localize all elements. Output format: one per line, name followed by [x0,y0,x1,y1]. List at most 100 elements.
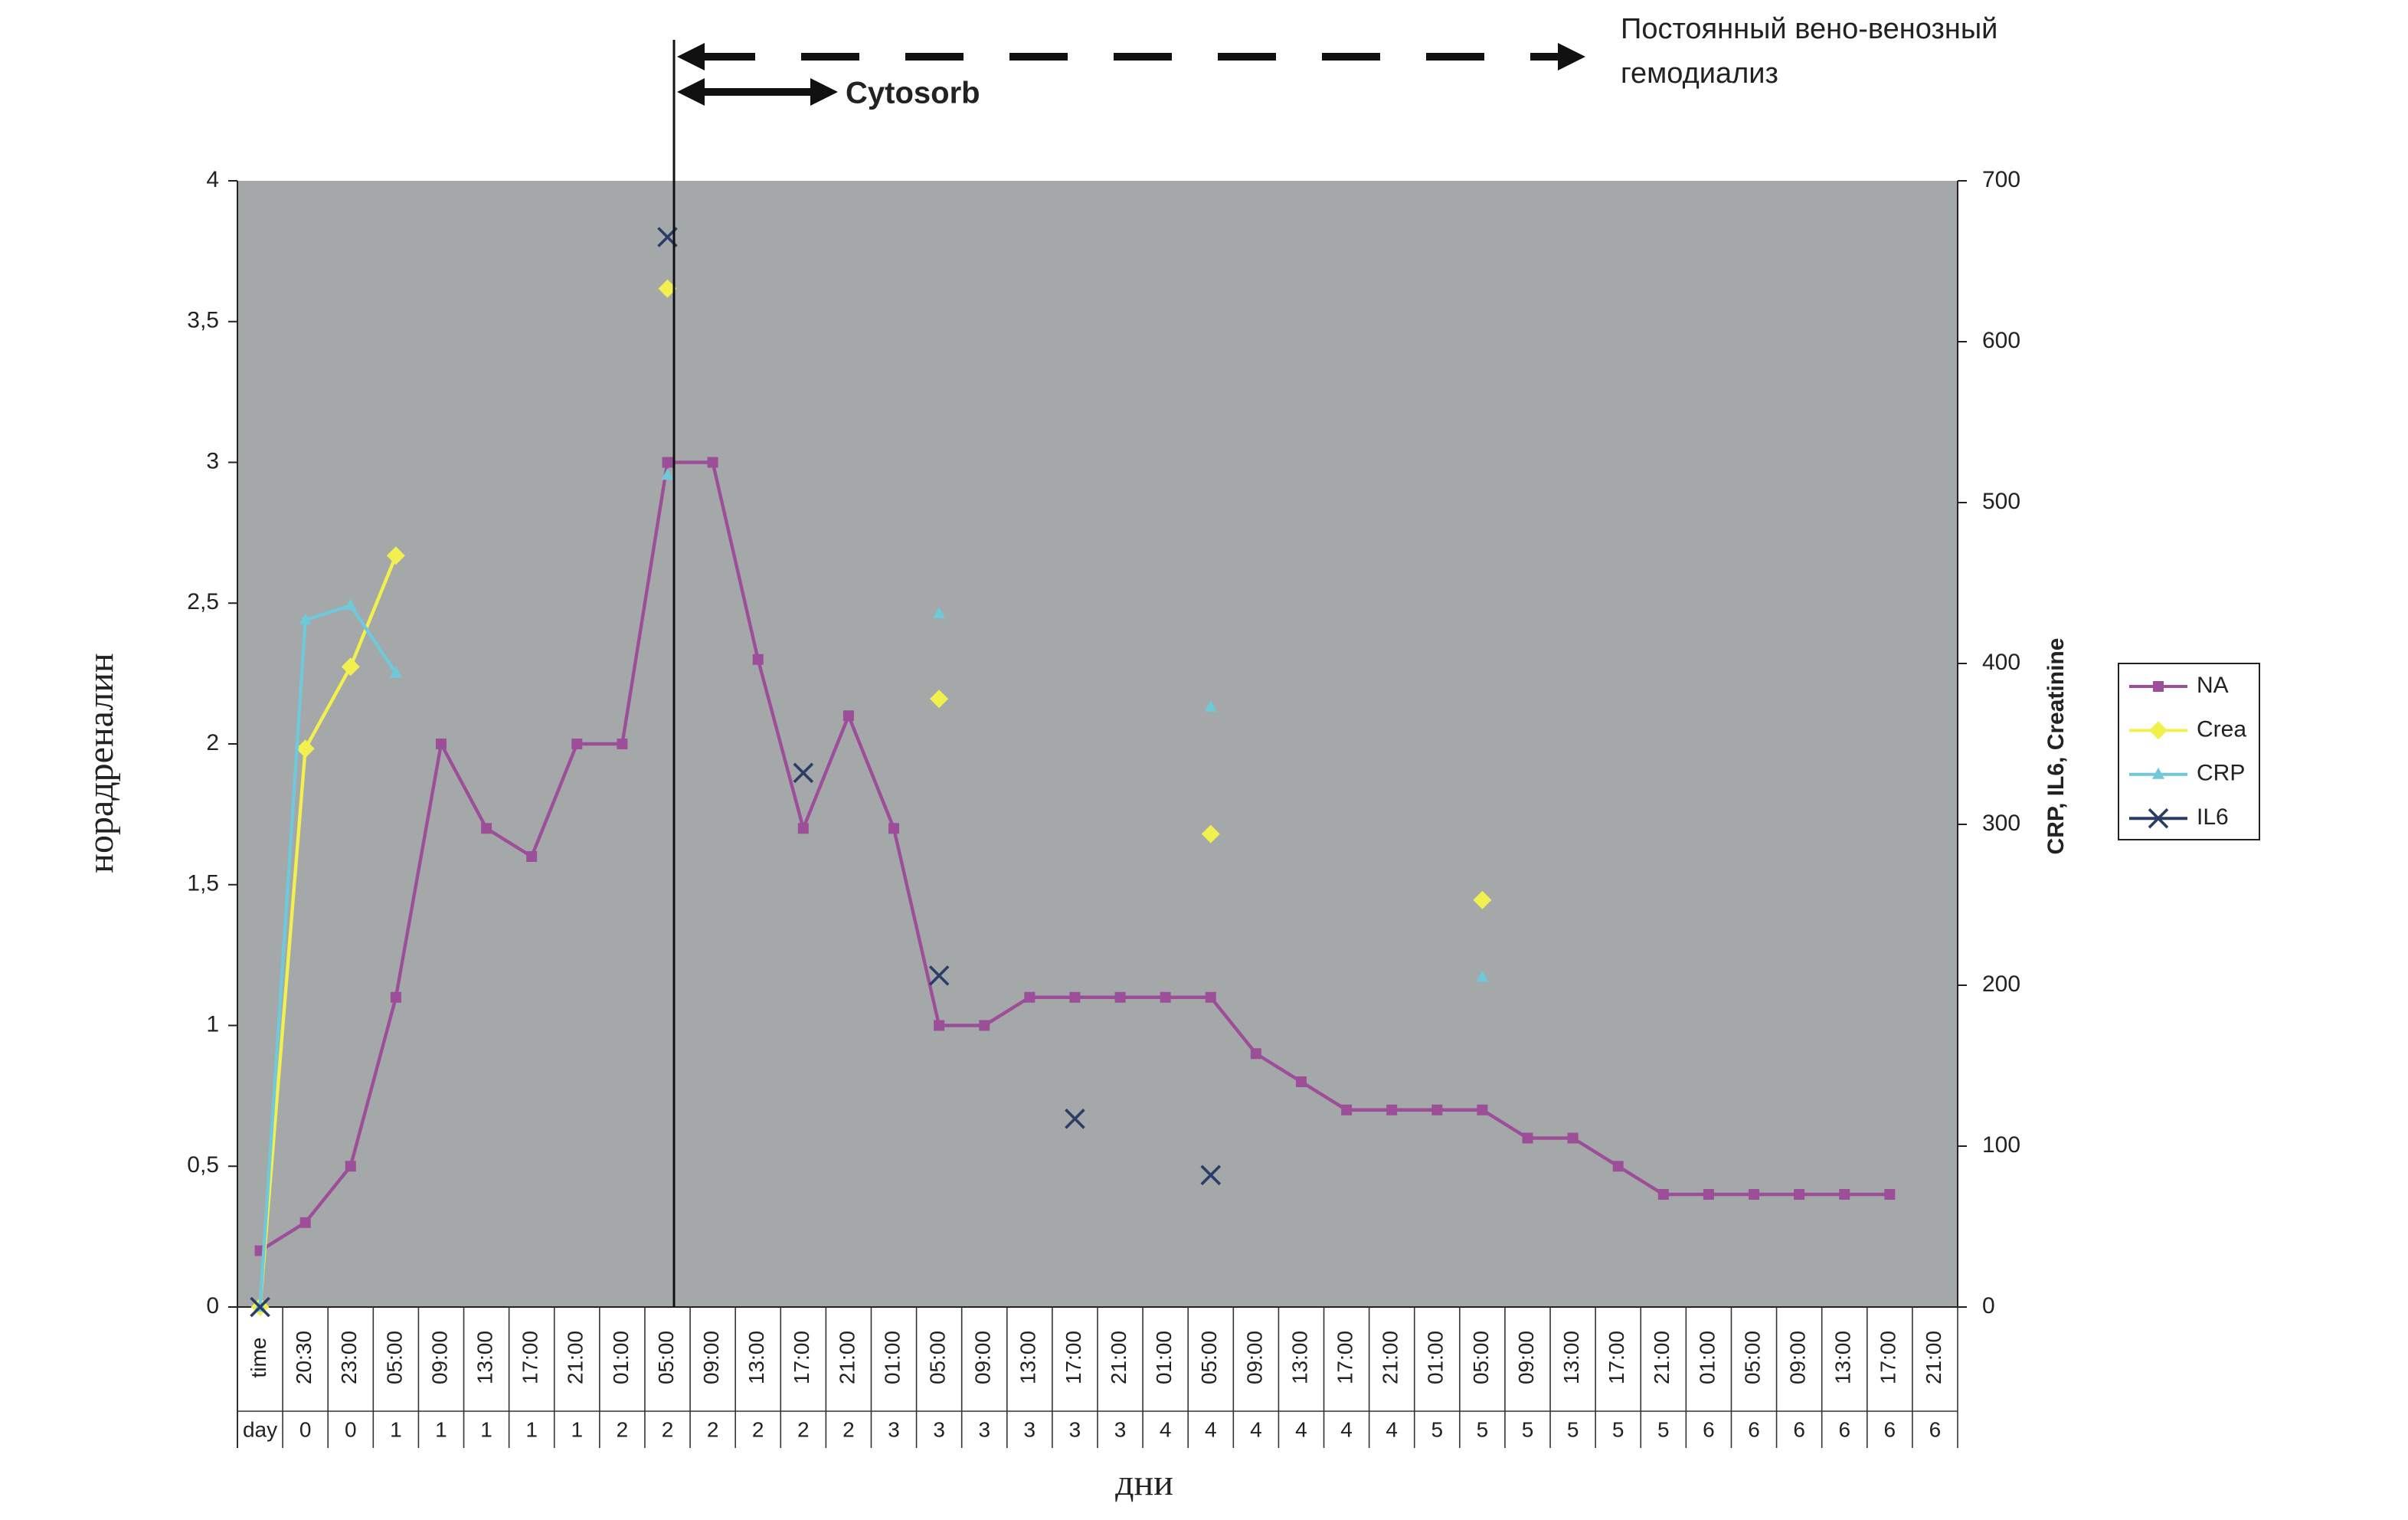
legend-label: Crea [2197,716,2246,742]
x-tick-label: 09:00 [699,1331,723,1384]
marker [344,598,357,611]
x-tick-label: 17:00 [1062,1331,1085,1384]
arrow-head [1558,43,1585,70]
marker [345,1161,356,1172]
marker [571,739,583,749]
marker [1341,1104,1353,1115]
x-day-label: day [243,1417,277,1441]
marker [250,1296,270,1318]
marker [1477,1104,1488,1115]
x-day-label: 6 [1703,1417,1715,1441]
marker [1567,1132,1579,1144]
x-day-label: 3 [1024,1417,1036,1441]
x-day-label: 0 [345,1417,357,1441]
x-day-label: 6 [1793,1417,1805,1441]
series-line [258,555,398,1308]
marker [526,851,538,862]
marker [933,606,946,618]
x-day-label: 5 [1522,1417,1534,1441]
marker [707,457,718,468]
x-day-label: 3 [1114,1417,1127,1441]
legend: NA Crea CRP IL6 [2118,663,2260,840]
x-day-label: 6 [1929,1417,1942,1441]
x-day-label: 2 [662,1417,674,1441]
x-day-label: 4 [1295,1417,1307,1441]
x-day-label: 1 [571,1417,584,1441]
arrow-head [677,43,705,70]
x-tick-label: 21:00 [1922,1331,1945,1384]
x-day-label: 3 [978,1417,990,1441]
y2-tick-label: 700 [1982,167,2020,192]
y-tick-label: 3,5 [187,308,219,333]
x-tick-label: 21:00 [564,1331,587,1384]
y2-axis-label: CRP, IL6, Creatinine [2043,638,2069,855]
legend-label: CRP [2197,761,2245,786]
x-tick-label: 05:00 [1740,1331,1764,1384]
x-tick-label: 17:00 [519,1331,542,1384]
x-tick-label: 09:00 [1514,1331,1538,1384]
annotation: гемодиализ [1621,57,1778,90]
x-tick-label: 13:00 [473,1331,496,1384]
marker [617,739,628,749]
x-tick-label: 13:00 [1287,1331,1311,1384]
marker [1204,699,1217,712]
marker [1114,991,1126,1003]
marker [2153,681,2164,692]
x-day-label: 5 [1612,1417,1624,1441]
marker [1201,824,1220,844]
y2-tick-label: 300 [1982,811,2020,836]
x-tick-label: 21:00 [835,1331,859,1384]
marker [797,823,809,834]
x-tick-label: 17:00 [1333,1331,1356,1384]
x-day-label: 4 [1160,1417,1172,1441]
marker [658,279,677,298]
x-day-label: 5 [1657,1417,1670,1441]
x-day-label: 2 [842,1417,855,1441]
marker [1069,991,1081,1003]
marker [1473,890,1492,909]
x-day-label: 1 [390,1417,402,1441]
series-line [258,603,398,1308]
marker [928,965,950,986]
y-tick-label: 2 [206,730,219,755]
marker [296,739,315,758]
marker [1024,991,1036,1003]
marker [1250,1048,1261,1060]
marker [481,823,492,834]
marker [1703,1189,1714,1200]
x-day-label: 6 [1884,1417,1896,1441]
x-tick-label: 09:00 [427,1331,451,1384]
y-tick-label: 1 [206,1011,219,1037]
marker [661,468,674,480]
marker [888,823,900,834]
y2-tick-label: 500 [1982,489,2020,514]
y2-tick-label: 0 [1982,1293,1995,1319]
x-day-label: 2 [752,1417,764,1441]
x-tick-label: 13:00 [1016,1331,1040,1384]
x-day-label: 4 [1205,1417,1217,1441]
x-day-label: 1 [525,1417,538,1441]
y-axis-label: норадреналин [80,653,121,873]
x-tick-label: 05:00 [926,1331,950,1384]
x-tick-label: time [247,1338,270,1378]
marker [1749,1189,1760,1200]
x-tick-label: 13:00 [1831,1331,1855,1384]
x-tick-label: 17:00 [1876,1331,1900,1384]
y-tick-label: 3 [206,448,219,473]
x-tick-label: 17:00 [790,1331,813,1384]
marker [299,613,312,625]
marker [979,1020,990,1031]
marker [386,546,405,565]
marker [1476,970,1489,982]
y2-tick-label: 400 [1982,650,2020,675]
marker [1884,1189,1896,1200]
marker [662,457,673,468]
marker [1065,1109,1085,1129]
x-day-label: 5 [1431,1417,1444,1441]
marker [1386,1104,1398,1115]
legend-box [2118,663,2260,840]
marker [1657,1189,1669,1200]
x-day-label: 3 [933,1417,945,1441]
x-day-label: 0 [299,1417,312,1441]
